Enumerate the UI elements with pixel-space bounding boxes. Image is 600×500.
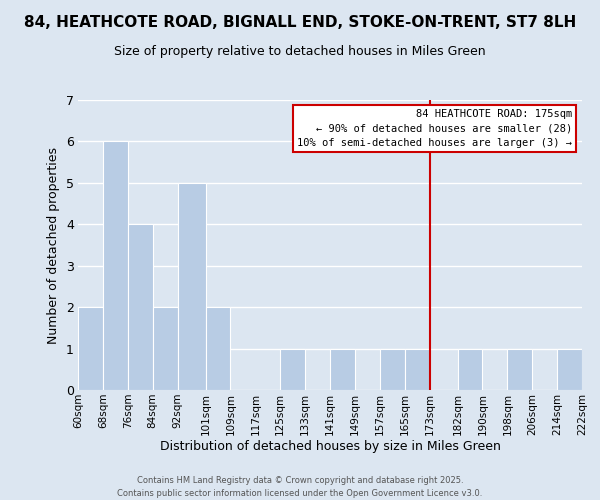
Bar: [78, 307, 103, 390]
Text: 84 HEATHCOTE ROAD: 175sqm
← 90% of detached houses are smaller (28)
10% of semi-: 84 HEATHCOTE ROAD: 175sqm ← 90% of detac…: [297, 108, 572, 148]
Bar: [330, 348, 355, 390]
X-axis label: Distribution of detached houses by size in Miles Green: Distribution of detached houses by size …: [160, 440, 500, 454]
Text: 84, HEATHCOTE ROAD, BIGNALL END, STOKE-ON-TRENT, ST7 8LH: 84, HEATHCOTE ROAD, BIGNALL END, STOKE-O…: [24, 15, 576, 30]
Text: Contains HM Land Registry data © Crown copyright and database right 2025.
Contai: Contains HM Land Registry data © Crown c…: [118, 476, 482, 498]
Text: Size of property relative to detached houses in Miles Green: Size of property relative to detached ho…: [114, 45, 486, 58]
Bar: [458, 348, 482, 390]
Bar: [508, 348, 532, 390]
Bar: [557, 348, 582, 390]
Bar: [404, 348, 430, 390]
Bar: [128, 224, 152, 390]
Y-axis label: Number of detached properties: Number of detached properties: [47, 146, 60, 344]
Bar: [178, 183, 206, 390]
Bar: [152, 307, 178, 390]
Bar: [380, 348, 404, 390]
Bar: [103, 142, 128, 390]
Bar: [280, 348, 305, 390]
Bar: [206, 307, 230, 390]
